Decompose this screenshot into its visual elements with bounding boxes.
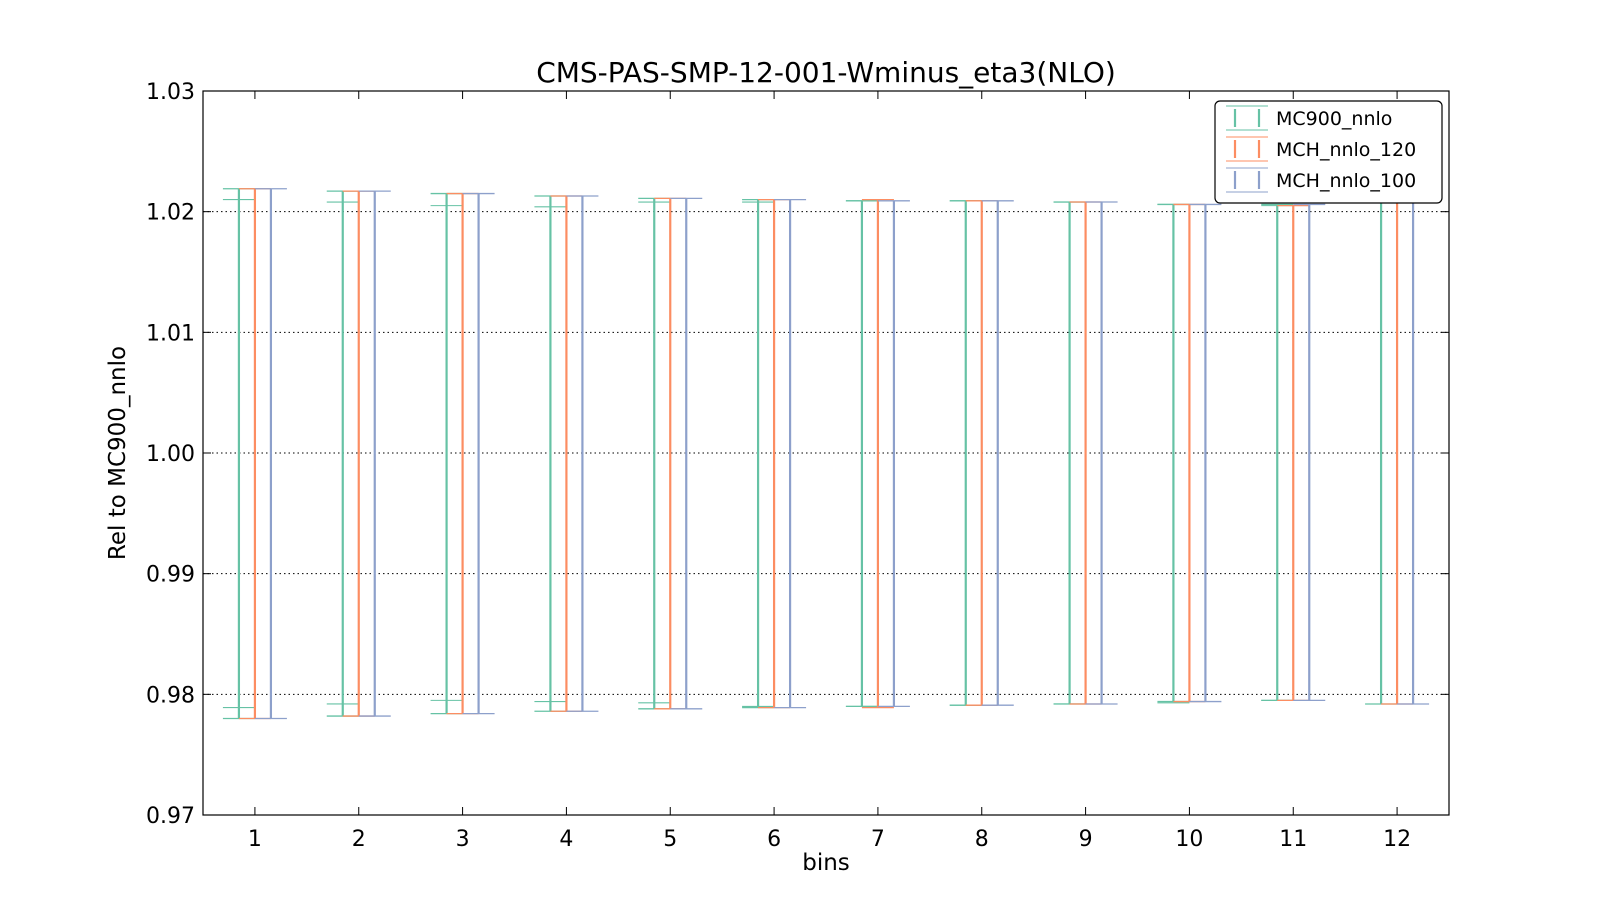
y-tick-label: 1.03 <box>146 80 195 105</box>
legend-label: MCH_nnlo_100 <box>1276 170 1416 192</box>
x-axis-label: bins <box>802 850 850 876</box>
legend-box <box>1214 100 1443 204</box>
x-tick-label: 6 <box>767 827 781 852</box>
y-tick-label: 1.02 <box>146 201 195 226</box>
error-bars <box>222 188 1430 720</box>
x-tick-label: 10 <box>1175 827 1203 852</box>
y-tick-label: 1.01 <box>146 321 195 346</box>
x-tick-label: 8 <box>975 827 989 852</box>
legend-label: MC900_nnlo <box>1276 108 1392 130</box>
series-MCH_nnlo_100 <box>254 188 1430 720</box>
series-MC900_nnlo <box>222 188 1398 720</box>
y-axis-ticks: 0.97 0.98 0.99 1.00 1.01 1.02 1.03 <box>146 80 1449 829</box>
legend-label: MCH_nnlo_120 <box>1276 139 1416 161</box>
grid <box>203 211 1449 695</box>
legend: MC900_nnlo MCH_nnlo_120 MCH_nnlo_100 <box>1214 100 1443 204</box>
y-tick-label: 0.97 <box>146 804 195 829</box>
y-tick-label: 1.00 <box>146 442 195 467</box>
legend-entry: MCH_nnlo_100 <box>1226 167 1416 193</box>
y-tick-label: 0.98 <box>146 683 195 708</box>
x-tick-label: 12 <box>1383 827 1411 852</box>
x-tick-label: 7 <box>871 827 885 852</box>
x-tick-label: 1 <box>248 827 262 852</box>
x-tick-label: 11 <box>1279 827 1307 852</box>
x-tick-label: 3 <box>456 827 470 852</box>
x-axis-ticks: 1 2 3 4 5 6 7 8 9 10 11 12 <box>248 91 1411 852</box>
x-tick-label: 4 <box>559 827 573 852</box>
y-tick-label: 0.99 <box>146 563 195 588</box>
series-MCH_nnlo_120 <box>238 188 1414 720</box>
legend-entry: MC900_nnlo <box>1226 105 1392 131</box>
legend-entry: MCH_nnlo_120 <box>1226 136 1416 162</box>
chart-title: CMS-PAS-SMP-12-001-Wminus_eta3(NLO) <box>536 56 1116 89</box>
y-axis-label: Rel to MC900_nnlo <box>105 346 131 560</box>
x-tick-label: 2 <box>352 827 366 852</box>
x-tick-label: 9 <box>1079 827 1093 852</box>
x-tick-label: 5 <box>663 827 677 852</box>
